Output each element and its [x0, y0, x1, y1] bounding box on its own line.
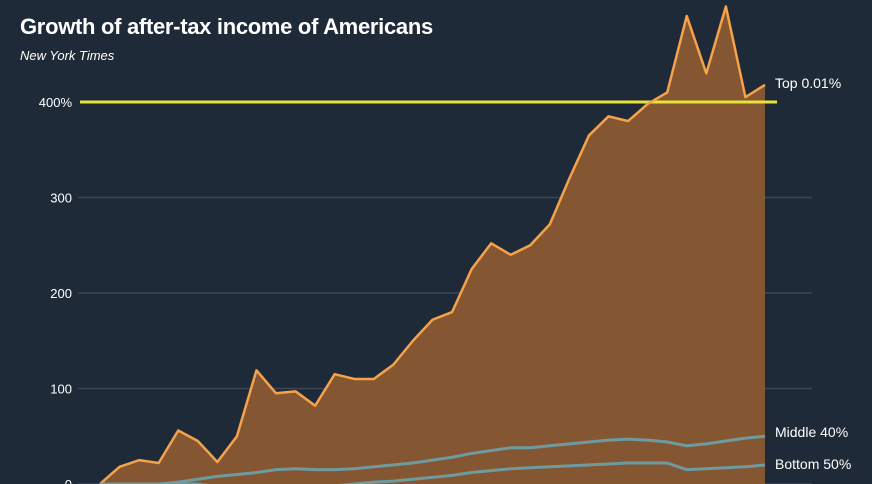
y-tick-label: 100 — [50, 382, 72, 397]
series-label: Bottom 50% — [775, 456, 851, 472]
chart-title: Growth of after-tax income of Americans — [20, 14, 433, 39]
series-label: Top 0.01% — [775, 75, 841, 91]
y-tick-label: 300 — [50, 191, 72, 206]
series-line-0 — [99, 5, 766, 484]
y-axis-ticks: 400% 300 200 100 0 — [39, 95, 73, 484]
y-tick-label: 200 — [50, 286, 72, 301]
y-tick-label: 0 — [65, 477, 72, 484]
y-tick-label: 400% — [39, 95, 73, 110]
chart-subtitle: New York Times — [20, 48, 115, 63]
series-line-2 — [100, 461, 766, 484]
series-labels: Top 0.01% Middle 40% Bottom 50% — [775, 75, 851, 472]
area-layer — [100, 6, 765, 484]
series-lines — [99, 5, 766, 484]
series-line-1 — [100, 434, 766, 484]
top-series-area — [100, 6, 765, 484]
series-label: Middle 40% — [775, 424, 848, 440]
